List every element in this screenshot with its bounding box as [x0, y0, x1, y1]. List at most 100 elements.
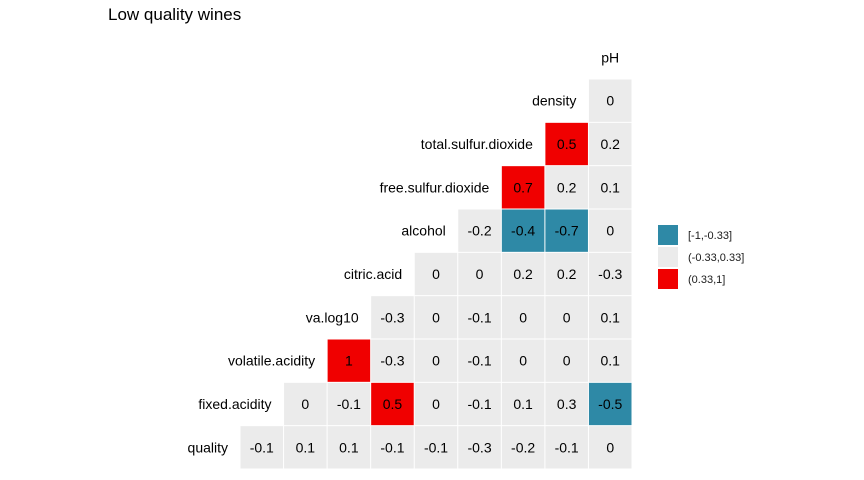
heatmap-cell — [414, 382, 458, 426]
cell-value-label: 0.1 — [339, 439, 359, 455]
cell-value-label: -0.1 — [380, 439, 404, 455]
heatmap-cell — [458, 252, 501, 296]
cell-value-label: 0.5 — [383, 396, 403, 412]
cell-value-label: -0.3 — [598, 266, 622, 282]
cell-value-label: -0.3 — [467, 439, 491, 455]
variable-label: fixed.acidity — [198, 396, 271, 412]
chart-title: Low quality wines — [108, 5, 242, 24]
variable-label: va.log10 — [306, 309, 359, 325]
variable-label: free.sulfur.dioxide — [380, 179, 490, 195]
cell-value-label: -0.5 — [598, 396, 622, 412]
heatmap-cell — [588, 339, 632, 382]
heatmap-cell — [501, 252, 545, 296]
heatmap-cell — [588, 252, 632, 296]
cell-value-label: 0 — [606, 223, 614, 239]
variable-label: pH — [601, 49, 619, 65]
heatmap-cell — [327, 426, 371, 469]
heatmap-cell — [501, 209, 545, 252]
cell-value-label: 0 — [432, 266, 440, 282]
heatmap-cell — [545, 122, 588, 166]
cell-value-label: 0.7 — [513, 179, 533, 195]
cell-value-label: 0 — [563, 353, 571, 369]
cell-value-label: -0.1 — [467, 353, 491, 369]
cell-value-label: 0.2 — [600, 136, 620, 152]
cell-value-label: 0.1 — [600, 353, 620, 369]
legend-label: (-0.33,0.33] — [688, 252, 745, 264]
cell-value-label: 0.1 — [600, 179, 620, 195]
heatmap-cell — [588, 79, 632, 122]
heatmap-cell — [588, 209, 632, 252]
variable-label: total.sulfur.dioxide — [421, 136, 533, 152]
cell-value-label: 0 — [606, 439, 614, 455]
cell-value-label: -0.2 — [511, 439, 535, 455]
heatmap-cell — [458, 426, 501, 469]
heatmap-cell — [327, 339, 371, 382]
heatmap-cell — [327, 382, 371, 426]
heatmap-cell — [545, 166, 588, 209]
cell-value-label: -0.3 — [380, 353, 404, 369]
heatmap-cell — [458, 339, 501, 382]
cell-value-label: -0.7 — [555, 223, 579, 239]
cell-value-label: 0.3 — [557, 396, 577, 412]
heatmap-cell — [545, 209, 588, 252]
heatmap-cell — [588, 426, 632, 469]
heatmap-cells: -0.1 0.1 0.1 -0.1 -0.1 -0.3 -0.2 -0.1 0 0 -0.1 0.5 0… — [240, 79, 632, 469]
legend-label: (0.33,1] — [688, 274, 726, 286]
heatmap-cell — [501, 339, 545, 382]
cell-value-label: 0 — [476, 266, 484, 282]
cell-value-label: 0 — [606, 93, 614, 109]
cell-value-label: 0.1 — [296, 439, 316, 455]
legend-swatch — [658, 247, 678, 267]
heatmap-cell — [545, 426, 588, 469]
heatmap-cell — [284, 426, 327, 469]
cell-value-label: -0.1 — [555, 439, 579, 455]
cell-value-label: 0.2 — [513, 266, 533, 282]
cell-value-label: 0 — [563, 309, 571, 325]
heatmap-cell — [501, 166, 545, 209]
cell-value-label: -0.3 — [380, 309, 404, 325]
heatmap-cell — [414, 296, 458, 339]
variable-label: density — [532, 93, 576, 109]
heatmap-cell — [458, 296, 501, 339]
legend-swatch — [658, 269, 678, 289]
cell-value-label: 0 — [432, 396, 440, 412]
cell-value-label: 0 — [519, 353, 527, 369]
heatmap-cell — [588, 382, 632, 426]
cell-value-label: -0.1 — [467, 396, 491, 412]
cell-value-label: -0.1 — [250, 439, 274, 455]
heatmap-cell — [371, 382, 414, 426]
heatmap-cell — [240, 426, 284, 469]
cell-value-label: -0.1 — [337, 396, 361, 412]
cell-value-label: 0.1 — [600, 309, 620, 325]
heatmap-cell — [501, 382, 545, 426]
legend-swatch — [658, 225, 678, 245]
cell-value-label: 0 — [301, 396, 309, 412]
cell-value-label: 0.2 — [557, 179, 577, 195]
heatmap-cell — [501, 426, 545, 469]
heatmap-cell — [545, 252, 588, 296]
heatmap-cell — [414, 252, 458, 296]
legend-label: [-1,-0.33] — [688, 230, 733, 242]
cell-value-label: -0.1 — [424, 439, 448, 455]
cell-value-label: 0 — [432, 353, 440, 369]
heatmap-cell — [284, 382, 327, 426]
cell-value-label: 0 — [432, 309, 440, 325]
cell-value-label: 0.5 — [557, 136, 577, 152]
heatmap-cell — [545, 339, 588, 382]
variable-label: quality — [188, 439, 228, 455]
variable-label: citric.acid — [344, 266, 402, 282]
cell-value-label: -0.4 — [511, 223, 535, 239]
variable-label: volatile.acidity — [228, 353, 315, 369]
heatmap-cell — [371, 426, 414, 469]
cell-value-label: -0.2 — [467, 223, 491, 239]
cell-value-label: 1 — [345, 353, 353, 369]
heatmap-cell — [588, 122, 632, 166]
heatmap-cell — [501, 296, 545, 339]
heatmap-cell — [588, 166, 632, 209]
cell-value-label: 0.2 — [557, 266, 577, 282]
row-labels: quality fixed.acidity volatile.acidity va.l… — [188, 49, 620, 455]
heatmap-cell — [458, 209, 501, 252]
heatmap-cell — [588, 296, 632, 339]
cell-value-label: 0 — [519, 309, 527, 325]
